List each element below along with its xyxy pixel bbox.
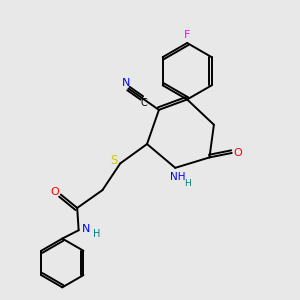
Text: H: H [184, 179, 191, 188]
Text: N: N [82, 224, 90, 234]
Text: O: O [50, 187, 59, 196]
Text: O: O [233, 148, 242, 158]
Text: H: H [93, 229, 101, 239]
Text: S: S [110, 154, 117, 167]
Text: NH: NH [170, 172, 186, 182]
Text: N: N [122, 78, 130, 88]
Text: C: C [141, 98, 148, 108]
Text: F: F [184, 30, 190, 40]
